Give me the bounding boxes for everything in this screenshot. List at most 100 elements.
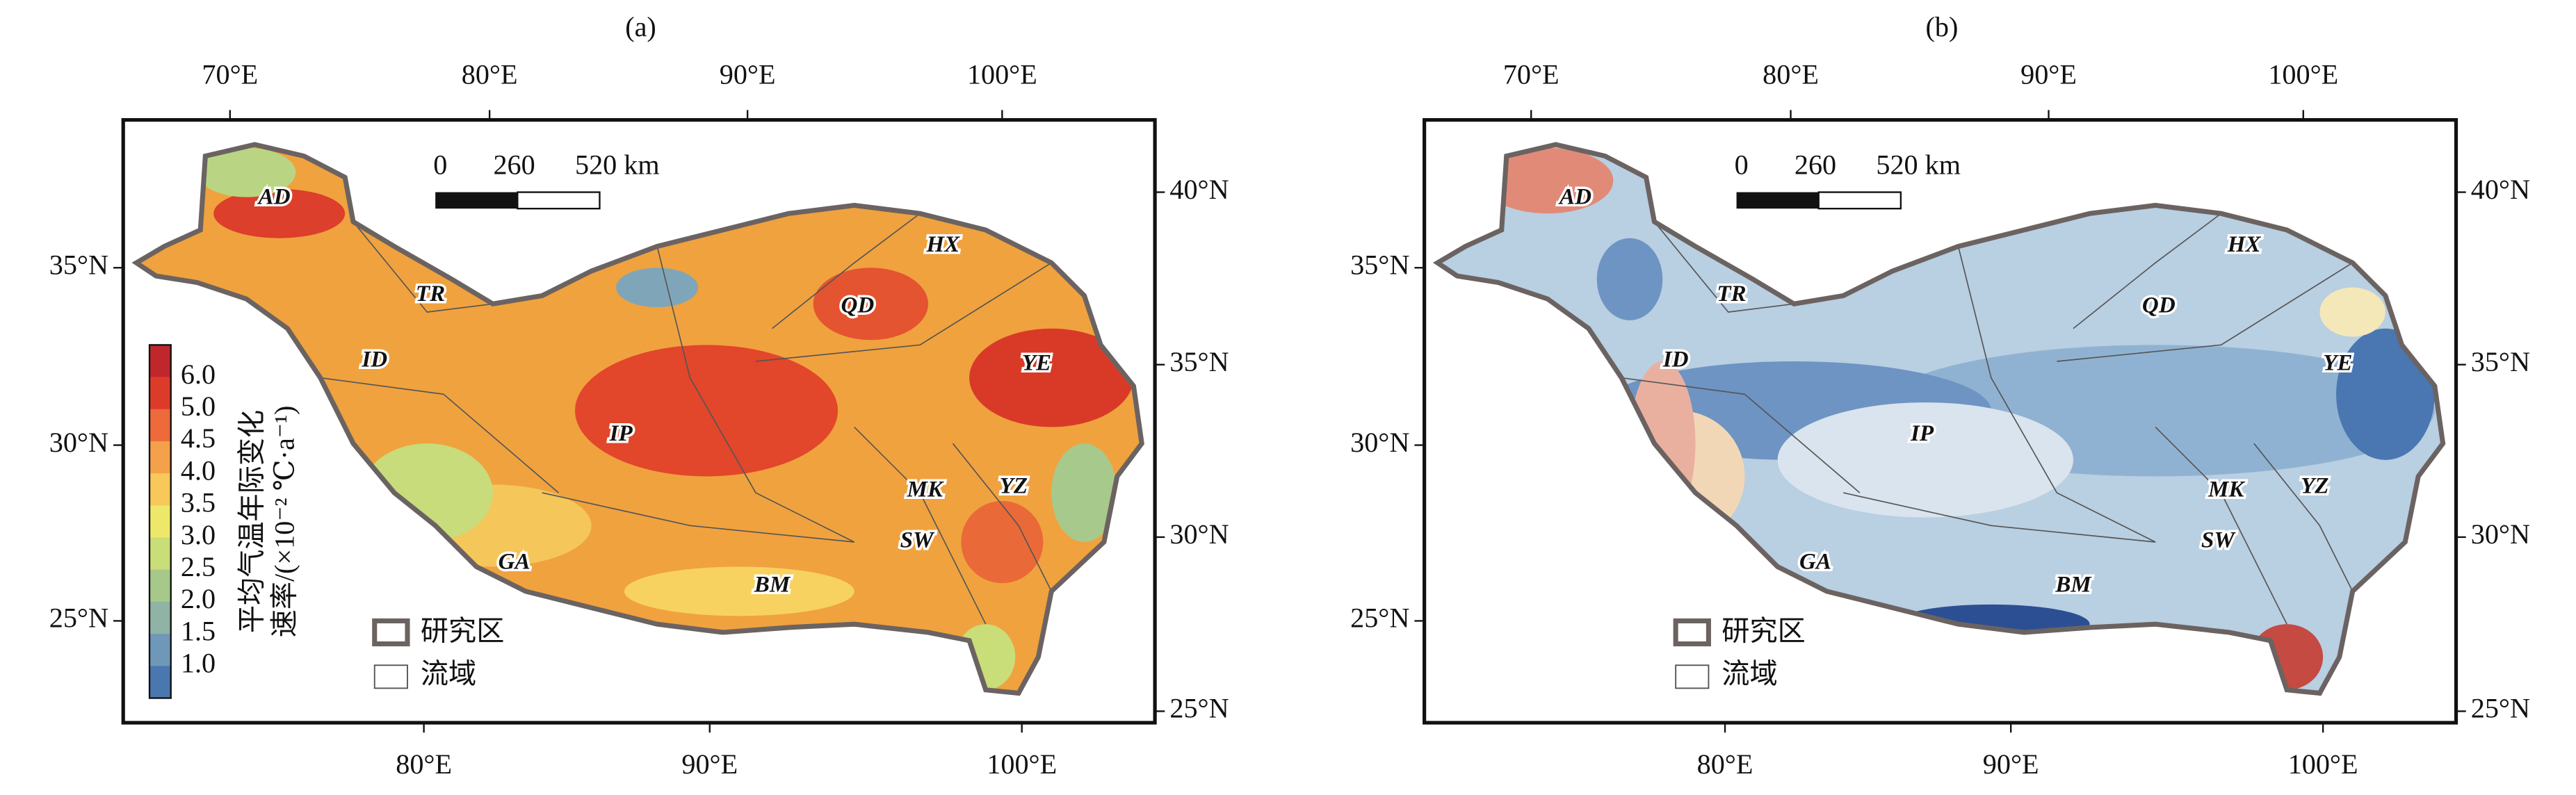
bottom-tick-label: 80°E [1697, 748, 1753, 780]
colorbar-swatch [149, 441, 171, 474]
bottom-tick-label: 90°E [1983, 748, 2039, 780]
region-label: YZ [2301, 474, 2328, 499]
map-frame [1423, 117, 2458, 725]
colorbar-swatch [149, 569, 171, 603]
colorbar-swatch [149, 666, 171, 699]
colorbar-label: 6.0 [181, 359, 216, 390]
scale-bar-white [517, 191, 601, 210]
region-label: AD [257, 185, 291, 210]
scale-label: 520 km [1876, 149, 1961, 180]
map-patch [1777, 402, 2073, 518]
basin-boundary [1653, 221, 1795, 313]
basin-boundary [755, 262, 1052, 362]
region-label: SW [900, 528, 935, 553]
region-label: IP [1910, 421, 1934, 446]
map-patch [361, 443, 493, 542]
basin-boundary [320, 377, 559, 493]
colorbar-label: 1.0 [181, 648, 216, 679]
left-tick-label: 35°N [49, 249, 108, 280]
top-tick-label: 100°E [967, 58, 1037, 90]
right-tick-label: 35°N [1169, 346, 1229, 377]
region-label: YZ [1000, 474, 1028, 499]
region-label: TR [416, 281, 445, 306]
colorbar-label: 2.0 [181, 583, 216, 614]
map-patch [616, 268, 699, 307]
top-tick-label: 70°E [1503, 58, 1560, 90]
colorbar-label: 2.5 [181, 551, 216, 582]
region-label: TR [1717, 281, 1746, 306]
scale-label: 260 [1795, 149, 1836, 180]
colorbar-label: 5.0 [181, 391, 216, 422]
region-label: BM [754, 572, 791, 597]
colorbar-label: 3.5 [181, 487, 216, 518]
region-label: MK [2208, 477, 2245, 502]
right-tick-label: 25°N [2471, 693, 2530, 724]
region-label: QD [2142, 293, 2176, 318]
left-tick-label: 30°N [49, 427, 108, 458]
scale-label: 520 km [575, 149, 660, 180]
panel: (a) 70°E 80°E 90°E 100°E 80°E 90°E 100°E 35°N 30°… [49, 11, 1229, 780]
legend-label: 流域 [421, 658, 476, 689]
right-tick-label: 40°N [2471, 174, 2530, 205]
scale-bar-black [435, 192, 518, 209]
colorbar-title: 速率/(×10⁻² ℃·a⁻¹) [269, 406, 300, 638]
basin-boundary [2253, 443, 2354, 592]
map-frame [121, 117, 1157, 725]
region-label: HX [2227, 232, 2262, 257]
top-tick-label: 100°E [2268, 58, 2338, 90]
legend-basin [1675, 664, 1710, 689]
top-tick-label: 80°E [1763, 58, 1819, 90]
bottom-tick-label: 100°E [987, 748, 1057, 780]
region-label: IP [609, 421, 633, 446]
map-patch [969, 328, 1134, 427]
map-patch [2251, 624, 2324, 690]
colorbar-swatch [149, 537, 171, 571]
colorbar-label: 4.0 [181, 454, 216, 486]
region-label: YE [2323, 350, 2352, 375]
basin-boundary [2073, 213, 2222, 329]
right-tick-label: 40°N [1169, 174, 1229, 205]
basin-boundary [1621, 377, 1861, 493]
basin-boundary [1842, 492, 2156, 543]
colorbar-frame [148, 344, 172, 699]
region-label: HX [925, 232, 960, 257]
legend-study-area [372, 618, 410, 647]
left-tick-label: 30°N [1350, 427, 1409, 458]
scale-bar-white [1817, 191, 1902, 210]
right-tick-label: 30°N [2471, 518, 2530, 550]
bottom-tick-label: 100°E [2288, 748, 2358, 780]
map-patch [961, 500, 1044, 584]
basin-boundary [2155, 426, 2287, 625]
colorbar-swatch [149, 377, 171, 410]
map-patch [1051, 443, 1117, 542]
map-patch [956, 624, 1016, 690]
basin-boundary [1957, 246, 2156, 543]
scale-label: 0 [433, 149, 447, 180]
colorbar-swatch [149, 473, 171, 507]
colorbar-swatch [149, 505, 171, 539]
map-patch [2336, 328, 2435, 460]
colorbar-label: 3.0 [181, 519, 216, 550]
scale-bar-black [1736, 192, 1819, 209]
legend-label: 流域 [1722, 658, 1777, 689]
map-patch [624, 566, 854, 616]
basin-boundary [656, 246, 855, 543]
scale-label: 260 [493, 149, 535, 180]
basin-boundary [772, 213, 921, 329]
colorbar-label: 1.5 [181, 615, 216, 646]
top-tick-label: 80°E [462, 58, 518, 90]
right-tick-label: 35°N [2471, 346, 2530, 377]
region-label: BM [2055, 572, 2092, 597]
colorbar-swatch [149, 634, 171, 667]
map-patch [575, 345, 839, 477]
panel: (b) 70°E 80°E 90°E 100°E 80°E 90°E 100°E 35°N 30°… [1350, 11, 2530, 780]
basin-boundary [952, 443, 1052, 592]
basin-boundary [353, 221, 493, 313]
colorbar-swatch [149, 601, 171, 634]
top-tick-label: 70°E [202, 58, 258, 90]
region-label: AD [1558, 185, 1591, 210]
basin-boundary [542, 492, 854, 543]
legend-label: 研究区 [1722, 616, 1805, 647]
